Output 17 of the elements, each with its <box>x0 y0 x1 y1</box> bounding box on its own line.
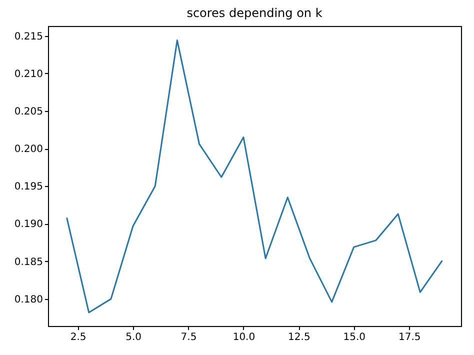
x-tick-label: 15.0 <box>343 332 366 343</box>
x-tick-label: 5.0 <box>126 332 142 343</box>
y-tick-label: 0.200 <box>14 144 43 156</box>
y-tick-label: 0.195 <box>14 182 43 193</box>
x-tick-label: 17.5 <box>398 332 421 343</box>
x-tick-label: 12.5 <box>288 332 310 343</box>
y-tick-label: 0.210 <box>14 68 43 80</box>
y-tick-label: 0.180 <box>14 294 43 306</box>
chart-title: scores depending on k <box>186 6 322 20</box>
y-tick-label: 0.215 <box>14 31 43 42</box>
y-tick-label: 0.205 <box>14 106 43 118</box>
y-tick-label: 0.190 <box>14 219 43 230</box>
line-series <box>66 40 443 314</box>
x-tick-label: 7.5 <box>180 332 197 343</box>
y-tick-label: 0.185 <box>14 256 43 268</box>
x-tick-label: 2.5 <box>70 332 86 343</box>
x-tick-label: 10.0 <box>232 332 256 343</box>
